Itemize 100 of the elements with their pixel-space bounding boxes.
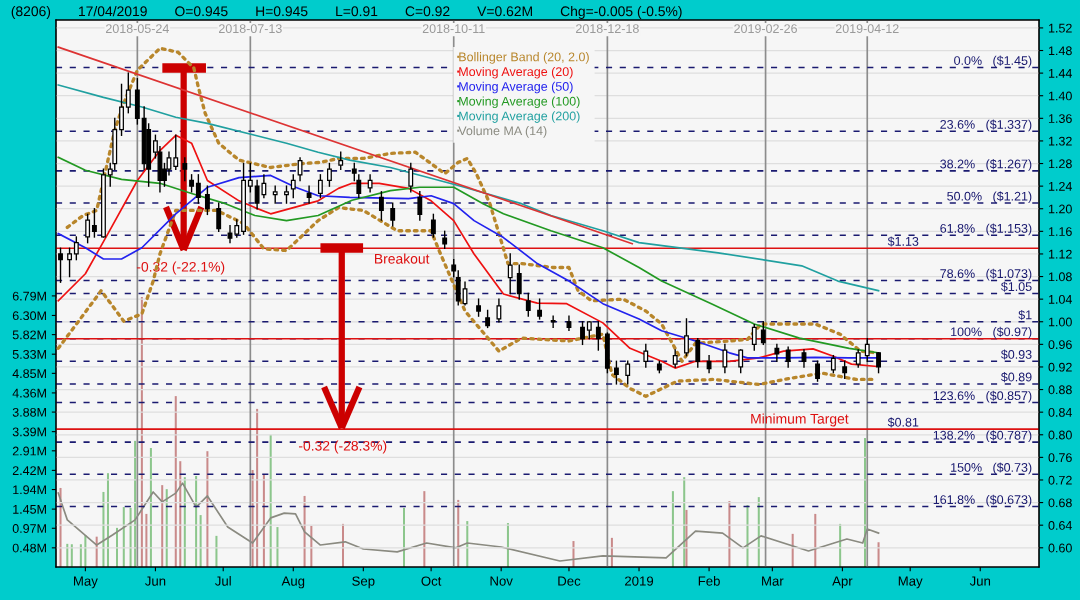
y-tick-label: 1.48 <box>1048 46 1072 56</box>
legend-label: Bollinger Band (20, 2.0) <box>459 52 589 64</box>
candlestick <box>182 157 188 182</box>
x-tick-label: Jul <box>215 576 231 586</box>
x-tick-label: Sep <box>352 576 375 589</box>
candlestick <box>516 264 522 300</box>
candlestick <box>537 298 543 320</box>
candlestick <box>290 174 296 199</box>
annotation: Minimum Target <box>751 413 849 427</box>
bar <box>423 491 426 567</box>
candlestick <box>67 247 72 278</box>
candlestick <box>864 338 870 363</box>
bar <box>269 434 272 567</box>
y2-tick-label: 2.91M <box>12 446 46 456</box>
y-tick-label: 1.36 <box>1048 114 1072 123</box>
candlestick <box>785 346 791 368</box>
bar <box>457 499 460 567</box>
legend-label: Moving Average (100) <box>459 96 580 109</box>
bar <box>276 527 279 567</box>
y-tick-label: 1.12 <box>1048 249 1072 259</box>
candlestick <box>496 298 502 323</box>
bar <box>79 544 82 567</box>
y2-tick-label: 6.79M <box>12 291 46 301</box>
y2-tick-label: 5.82M <box>12 330 46 340</box>
x-tick-label: Feb <box>698 576 720 586</box>
y-tick-label: 1.28 <box>1048 159 1072 169</box>
ref-line-label: 2019-02-26 <box>734 24 797 34</box>
candlestick <box>550 315 556 329</box>
y-tick-label: 0.80 <box>1048 430 1072 440</box>
ref-line-label: 2018-12-18 <box>576 24 639 34</box>
candlestick <box>85 213 91 244</box>
bar <box>746 505 749 567</box>
bar <box>174 396 177 567</box>
y-tick-label: 0.92 <box>1048 362 1072 372</box>
candlestick <box>455 270 461 306</box>
bar <box>122 507 125 567</box>
bar <box>671 491 674 567</box>
candlestick <box>613 360 619 385</box>
y-tick-label: 0.84 <box>1048 407 1072 417</box>
bar <box>145 513 148 567</box>
candlestick <box>306 185 312 204</box>
candlestick <box>195 174 201 204</box>
y2-tick-label: 6.30M <box>12 311 46 321</box>
candlestick <box>227 224 233 244</box>
bar <box>70 544 73 567</box>
y2-tick-label: 2.42M <box>12 466 46 475</box>
y2-tick-label: 1.94M <box>13 485 46 495</box>
ref-line-label: 100% ($0.97) <box>951 326 1032 339</box>
y2-tick-label: 3.88M <box>12 407 46 417</box>
bar <box>206 451 209 567</box>
candlestick <box>751 323 757 351</box>
ref-line-label: $0.81 <box>887 417 919 428</box>
ref-line-label: $0.89 <box>1000 372 1032 383</box>
bar <box>102 491 105 567</box>
annotation: -0.32 (-28.3%) <box>298 440 387 454</box>
ref-line-label: $1 <box>1018 309 1032 321</box>
ref-line-label: $0.93 <box>1000 349 1032 360</box>
candlestick <box>625 360 631 385</box>
candlestick <box>695 338 701 368</box>
y-tick-label: 0.60 <box>1048 543 1072 553</box>
bar <box>685 509 688 567</box>
ref-line-label: 123.6% ($0.857) <box>933 390 1032 403</box>
candlestick <box>684 318 689 357</box>
y2-tick-label: 4.36M <box>12 388 46 398</box>
candlestick <box>595 321 601 351</box>
x-tick-label: Dec <box>558 576 581 586</box>
ref-line-label: 150% ($0.73) <box>951 462 1032 475</box>
ref-line-label: 2019-04-12 <box>835 24 899 34</box>
ref-line-label: 2018-05-24 <box>106 24 169 34</box>
y-tick-label: 0.68 <box>1048 498 1072 508</box>
y-tick-label: 0.64 <box>1048 520 1072 530</box>
y-tick-label: 0.96 <box>1048 340 1072 350</box>
ref-line-label: 161.8% ($0.673) <box>933 494 1032 507</box>
ref-line-label: 2018-07-13 <box>219 24 282 34</box>
legend-label: Volume MA (14) <box>458 126 547 138</box>
candlestick <box>326 162 332 187</box>
annotation: Breakout <box>375 253 430 264</box>
candlestick <box>378 191 384 221</box>
ref-line-label: 78.6% ($1.073) <box>940 268 1032 281</box>
x-tick-label: Apr <box>832 576 853 589</box>
y2-tick-label: 5.33M <box>12 349 46 359</box>
bar <box>683 477 686 567</box>
chart-title: (8206) 17/04/2019 O=0.945 H=0.945 L=0.91 C=0.92 V=0.62M Chg=-0.005 (-0.5%) <box>11 6 682 19</box>
y2-tick-label: 0.48M <box>12 543 46 553</box>
y-tick-label: 1.32 <box>1048 136 1072 146</box>
candlestick <box>317 174 323 199</box>
candlestick <box>760 321 766 346</box>
x-tick-label: Jun <box>969 576 991 586</box>
bar <box>134 440 137 567</box>
candlestick <box>125 72 131 114</box>
y-tick-label: 1.44 <box>1048 69 1072 78</box>
candlestick <box>525 292 531 317</box>
bar <box>106 473 109 567</box>
bar <box>728 501 731 567</box>
y2-tick-label: 4.85M <box>12 369 46 379</box>
x-tick-label: May <box>74 576 98 589</box>
bar <box>129 507 132 567</box>
x-tick-label: Jun <box>145 576 166 586</box>
bar <box>572 541 575 567</box>
candlestick <box>173 134 179 170</box>
